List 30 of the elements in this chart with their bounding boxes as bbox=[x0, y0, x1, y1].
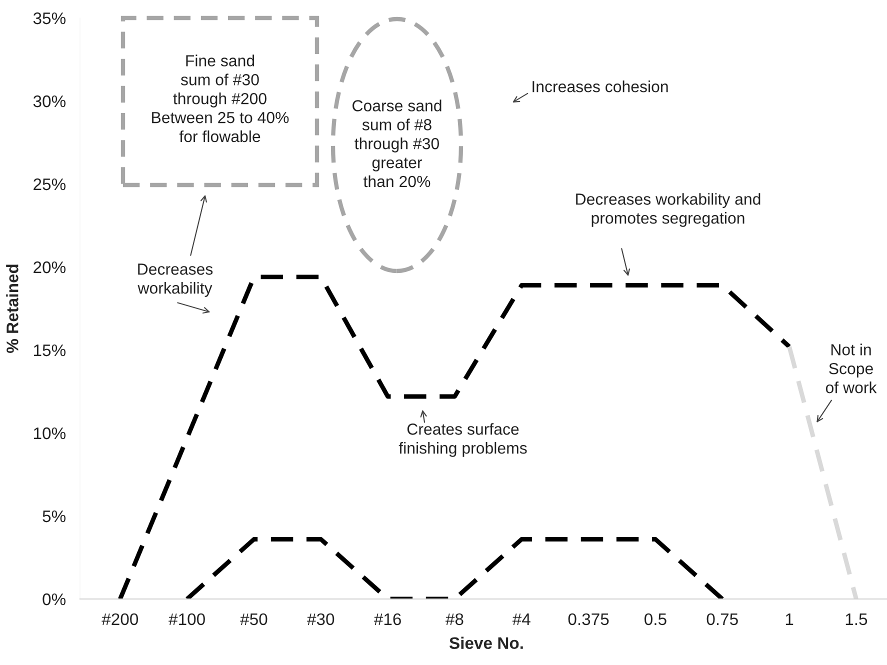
line-series bbox=[118, 274, 792, 599]
x-tick-label: #16 bbox=[374, 613, 401, 626]
y-tick-label: 20% bbox=[34, 261, 66, 274]
x-tick-label: 1 bbox=[786, 614, 794, 625]
y-tick-label: 5% bbox=[42, 510, 66, 522]
x-tick-label: #200 bbox=[102, 613, 138, 626]
y-tick-label: 35% bbox=[33, 12, 66, 24]
x-tick-label: 0.75 bbox=[706, 613, 738, 626]
x-tick-label: 0.375 bbox=[568, 613, 609, 626]
x-tick-label: #8 bbox=[446, 613, 464, 626]
annotation: Not in Scope of work bbox=[826, 344, 877, 394]
annotation: Coarse sand sum of #8 through #30 greater than 20% bbox=[352, 100, 442, 188]
annotation: Fine sand sum of #30 through #200 Between 25 to 40% for flowable bbox=[152, 54, 289, 142]
x-tick-label: #30 bbox=[307, 613, 334, 626]
annotation: Decreases workability and promotes segregation bbox=[576, 193, 760, 227]
y-axis-title: % Retained bbox=[6, 264, 18, 353]
y-tick-label: 10% bbox=[34, 427, 66, 440]
x-tick-label: #100 bbox=[168, 613, 205, 626]
y-tick-label: 0% bbox=[42, 593, 66, 606]
x-tick-label: #50 bbox=[240, 613, 268, 626]
x-tick-label: #4 bbox=[512, 614, 530, 625]
y-tick-label: 25% bbox=[34, 178, 66, 190]
annotation: Decreases workability bbox=[138, 264, 213, 297]
x-tick-label: 1.5 bbox=[846, 614, 868, 626]
x-axis-title: Sieve No. bbox=[449, 636, 523, 649]
annotation: Increases cohesion bbox=[532, 80, 668, 92]
x-tick-label: 0.5 bbox=[644, 613, 666, 626]
y-tick-label: 30% bbox=[33, 95, 66, 108]
y-tick-label: 15% bbox=[34, 344, 66, 356]
annotation: Creates surface finishing problems bbox=[398, 423, 527, 457]
